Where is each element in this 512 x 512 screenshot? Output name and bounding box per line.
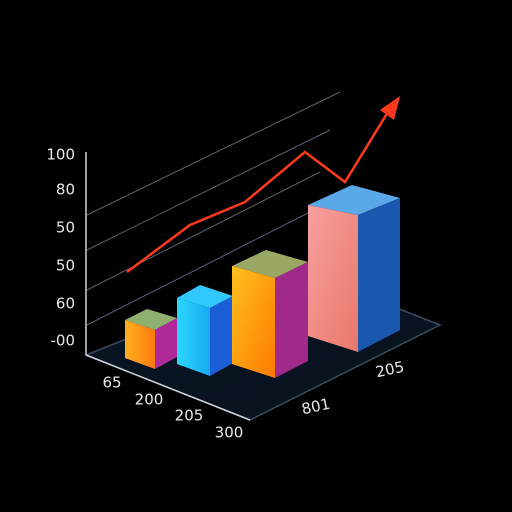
x-label: 65 xyxy=(102,374,121,392)
bar xyxy=(308,185,400,352)
trend-arrow xyxy=(380,96,400,120)
y-label: 50 xyxy=(56,257,75,275)
bar xyxy=(177,285,233,376)
x-axis xyxy=(85,354,251,421)
x-label: 300 xyxy=(215,424,244,442)
side-label: 801 xyxy=(300,395,332,419)
y-label: -00 xyxy=(51,332,76,350)
grid xyxy=(86,91,341,326)
y-label: 50 xyxy=(56,219,75,237)
trend-line xyxy=(126,111,390,274)
x-label: 205 xyxy=(175,407,204,425)
y-label: 60 xyxy=(56,295,75,313)
y-label: 80 xyxy=(56,181,75,199)
bar xyxy=(232,250,308,378)
side-label: 205 xyxy=(374,358,406,382)
bar xyxy=(125,309,177,369)
x-label: 200 xyxy=(135,391,164,409)
y-label: 100 xyxy=(46,146,75,164)
